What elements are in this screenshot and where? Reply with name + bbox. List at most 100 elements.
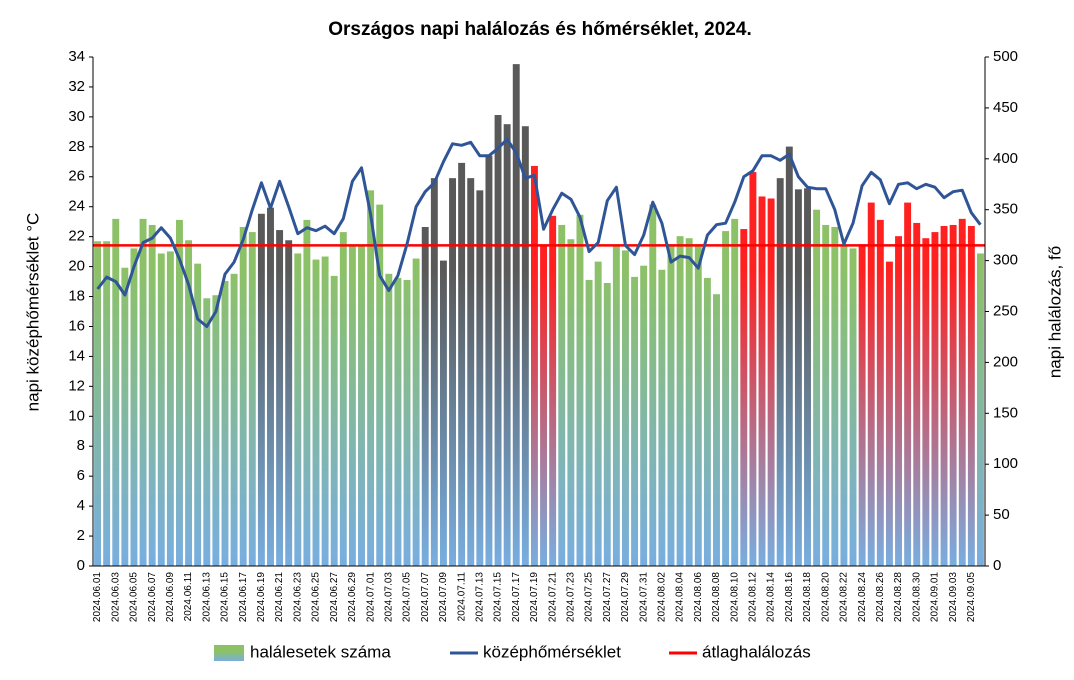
x-tick-label: 2024.06.29 (347, 572, 358, 622)
legend-label: középhőmérséklet (483, 642, 621, 661)
bar (321, 256, 329, 566)
bar (267, 207, 274, 566)
bar (521, 126, 529, 566)
chart-title: Országos napi halálozás és hőmérséklet, … (328, 19, 751, 40)
y-tick-label: 22 (68, 228, 85, 245)
x-tick-label: 2024.06.03 (110, 572, 121, 622)
x-tick-label: 2024.06.23 (292, 572, 303, 622)
bar (503, 124, 511, 567)
bar (940, 225, 948, 566)
bar (348, 245, 356, 566)
x-tick-label: 2024.08.20 (820, 572, 831, 622)
bar (758, 196, 766, 566)
x-tick-label: 2024.07.25 (584, 572, 595, 622)
x-tick-label: 2024.07.07 (420, 572, 431, 622)
bar (358, 245, 365, 566)
x-tick-label: 2024.07.05 (402, 572, 413, 622)
y-tick-label: 4 (77, 497, 85, 514)
bar (831, 227, 839, 567)
x-tick-label: 2024.08.22 (839, 572, 850, 622)
bar (148, 224, 156, 566)
bar (339, 232, 347, 566)
y2-tick-label: 200 (993, 353, 1018, 370)
x-tick-label: 2024.06.15 (220, 572, 231, 622)
x-tick-label: 2024.07.31 (638, 572, 649, 622)
y-tick-label: 0 (77, 557, 85, 574)
bar (540, 245, 548, 566)
bar (676, 236, 684, 566)
x-tick-label: 2024.06.13 (201, 572, 212, 622)
bar (549, 215, 557, 567)
bar (876, 219, 884, 566)
x-tick-label: 2024.06.25 (311, 572, 322, 622)
x-tick-label: 2024.06.07 (147, 572, 158, 622)
bar (176, 219, 183, 566)
y-tick-label: 30 (68, 108, 85, 125)
bar (157, 253, 165, 566)
bar (285, 240, 293, 567)
x-tick-label: 2024.07.13 (474, 572, 485, 622)
legend-label: átlaghalálozás (702, 642, 811, 661)
bar (257, 213, 265, 566)
y-tick-label: 16 (68, 317, 85, 334)
bar (485, 155, 493, 566)
bar (558, 224, 566, 566)
bar (230, 273, 238, 566)
bar (121, 267, 129, 566)
x-tick-label: 2024.08.26 (875, 572, 886, 622)
y-tick-label: 32 (68, 78, 85, 95)
x-tick-label: 2024.07.15 (493, 572, 504, 622)
y2-tick-label: 150 (993, 404, 1018, 421)
bar (449, 178, 456, 566)
x-tick-label: 2024.08.06 (693, 572, 704, 622)
x-tick-label: 2024.06.17 (238, 572, 249, 622)
bar (194, 263, 202, 566)
bar (512, 64, 520, 566)
x-tick-label: 2024.08.18 (802, 572, 813, 622)
bar (794, 189, 802, 566)
x-tick-label: 2024.08.10 (729, 572, 740, 622)
bar (248, 232, 256, 566)
x-tick-label: 2024.06.19 (256, 572, 267, 622)
bar (330, 275, 338, 566)
bar (594, 261, 602, 566)
y2-tick-label: 350 (993, 201, 1018, 218)
bar (767, 198, 775, 566)
x-tick-label: 2024.07.19 (529, 572, 540, 622)
y-axis-label: napi középhőmérséklet °C (23, 213, 42, 412)
bar (276, 230, 284, 566)
bar (649, 204, 657, 567)
bar (494, 115, 502, 566)
bar (731, 218, 739, 566)
bar (576, 214, 584, 567)
x-tick-label: 2024.08.12 (748, 572, 759, 622)
bar (958, 218, 966, 566)
temperature-line (96, 137, 982, 328)
bar (922, 238, 930, 567)
bar (385, 273, 393, 566)
x-tick-label: 2024.07.03 (383, 572, 394, 622)
bar (112, 218, 120, 566)
y2-tick-label: 400 (993, 150, 1018, 167)
x-tick-label: 2024.07.27 (602, 572, 613, 622)
y2-tick-label: 300 (993, 252, 1018, 269)
x-tick-label: 2024.08.04 (675, 572, 686, 622)
y-tick-label: 24 (68, 198, 85, 215)
x-tick-label: 2024.09.03 (948, 572, 959, 622)
bar (858, 244, 866, 566)
bar (685, 238, 693, 567)
x-tick-label: 2024.07.11 (456, 572, 467, 622)
legend-swatch (214, 645, 244, 661)
y-tick-label: 20 (68, 258, 85, 275)
bar (904, 202, 912, 566)
bar (294, 253, 302, 566)
bar (430, 178, 438, 566)
bar (467, 178, 475, 566)
y-tick-label: 28 (68, 138, 85, 155)
x-tick-label: 2024.06.11 (183, 572, 194, 622)
bar (567, 239, 575, 567)
y-tick-label: 10 (68, 407, 85, 424)
x-tick-label: 2024.07.23 (565, 572, 576, 622)
x-tick-label: 2024.07.09 (438, 572, 449, 622)
